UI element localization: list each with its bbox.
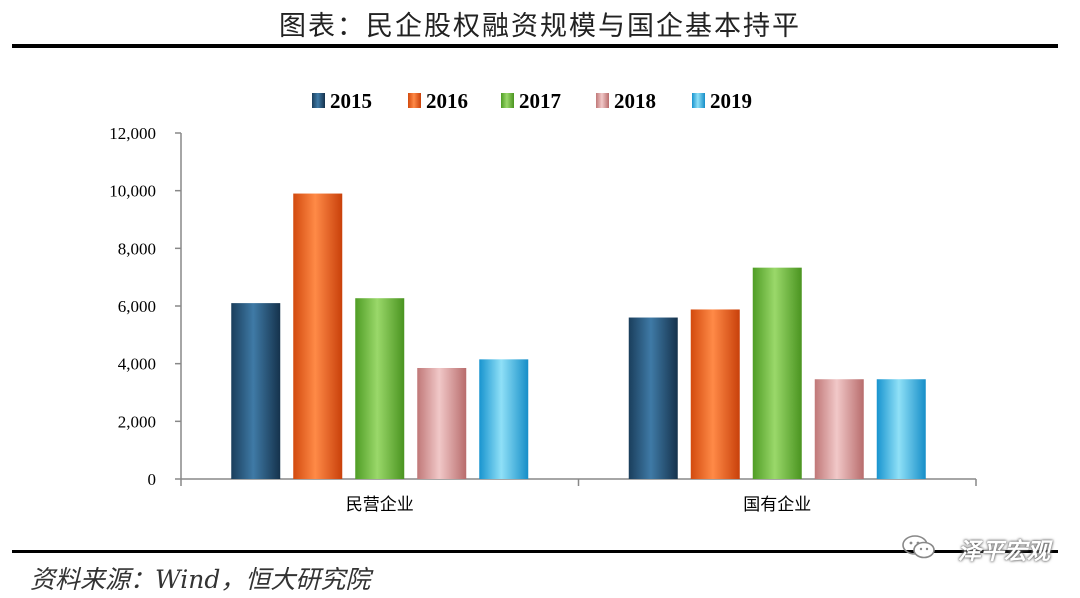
legend-label: 2018 bbox=[614, 89, 656, 113]
x-category-label: 民营企业 bbox=[346, 495, 414, 515]
top-rule bbox=[12, 44, 1058, 48]
legend-swatch bbox=[501, 93, 514, 108]
legend-swatch bbox=[692, 93, 705, 108]
watermark: 泽平宏观 bbox=[958, 539, 1050, 565]
bar-2017-private bbox=[355, 298, 405, 479]
y-tick-label: 8,000 bbox=[118, 239, 156, 258]
legend-item-2015: 2015 bbox=[312, 89, 372, 113]
bar-2016-private bbox=[293, 193, 343, 480]
bottom-rule bbox=[12, 550, 1058, 553]
bar-2017-state bbox=[752, 267, 802, 479]
bar-2019-state bbox=[876, 379, 926, 479]
legend-label: 2017 bbox=[519, 89, 561, 113]
bar-2015-private bbox=[231, 303, 281, 479]
bar-2016-state bbox=[690, 309, 740, 479]
y-tick-label: 10,000 bbox=[109, 182, 156, 201]
bar-2018-private bbox=[417, 367, 467, 479]
bar-2019-private bbox=[479, 359, 529, 479]
wechat-icon bbox=[902, 535, 935, 559]
legend-label: 2016 bbox=[426, 89, 468, 113]
legend-item-2016: 2016 bbox=[408, 89, 468, 113]
y-tick-label: 4,000 bbox=[118, 355, 156, 374]
legend-swatch bbox=[312, 93, 325, 108]
source-note: 资料来源：Wind，恒大研究院 bbox=[30, 565, 371, 594]
legend-swatch bbox=[408, 93, 421, 108]
legend: 2015 2016 2017 2018 2019 bbox=[312, 89, 752, 113]
y-tick-label: 2,000 bbox=[118, 412, 156, 431]
legend-label: 2019 bbox=[710, 89, 752, 113]
legend-item-2019: 2019 bbox=[692, 89, 752, 113]
y-tick-label: 12,000 bbox=[109, 124, 156, 143]
legend-swatch bbox=[596, 93, 609, 108]
y-tick-label: 6,000 bbox=[118, 297, 156, 316]
chart-title: 图表：民企股权融资规模与国企基本持平 bbox=[279, 11, 801, 42]
x-category-label: 国有企业 bbox=[743, 495, 811, 515]
legend-label: 2015 bbox=[330, 89, 372, 113]
legend-item-2018: 2018 bbox=[596, 89, 656, 113]
legend-item-2017: 2017 bbox=[501, 89, 561, 113]
bar-2018-state bbox=[814, 379, 864, 479]
bar-2015-state bbox=[628, 317, 678, 479]
y-tick-label: 0 bbox=[148, 470, 157, 489]
bars bbox=[231, 193, 926, 480]
